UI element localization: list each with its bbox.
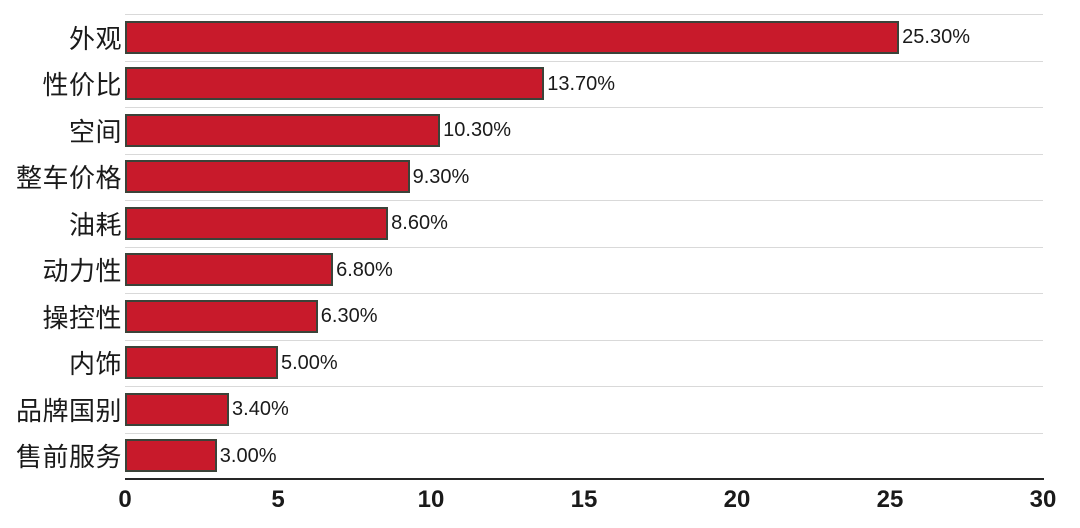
bar: [125, 160, 410, 194]
gridline: [125, 200, 1043, 201]
data-label: 3.40%: [232, 398, 289, 421]
data-label: 3.00%: [219, 444, 277, 467]
data-label: 10.30%: [443, 119, 512, 142]
bar-row: 8.60%: [125, 200, 1043, 247]
bar-row: 25.30%: [125, 14, 1043, 61]
gridline: [125, 386, 1043, 387]
category-label: 油耗: [68, 209, 122, 240]
category-label: 内饰: [68, 349, 122, 380]
data-label: 6.30%: [320, 305, 378, 328]
bar: [125, 299, 318, 333]
bar: [125, 253, 334, 287]
category-label: 售前服务: [15, 442, 122, 473]
category-label: 整车价格: [15, 163, 122, 194]
category-label: 性价比: [42, 70, 122, 101]
gridline: [125, 246, 1043, 248]
gridline: [125, 339, 1043, 341]
bar-row: 3.00%: [125, 433, 1043, 480]
data-label: 13.70%: [547, 72, 616, 95]
category-label: 外观: [68, 23, 122, 54]
bar: [125, 20, 900, 54]
bar-row: 6.30%: [125, 293, 1043, 340]
bar-row: 6.80%: [125, 247, 1043, 294]
gridline: [125, 60, 1043, 62]
x-tick-label: 15: [570, 486, 598, 513]
x-tick-label: 25: [876, 486, 904, 513]
data-label: 5.00%: [281, 351, 338, 374]
bar-row: 13.70%: [125, 61, 1043, 108]
category-label: 空间: [68, 116, 122, 147]
gridline: [125, 107, 1043, 108]
category-label: 动力性: [42, 256, 122, 287]
bar-row: 5.00%: [125, 340, 1043, 387]
x-tick-label: 0: [118, 486, 132, 513]
bar-row: 10.30%: [125, 107, 1043, 154]
data-label: 25.30%: [902, 26, 971, 49]
x-axis-tick-labels: 0 5 10 15 20 25 30: [118, 486, 1056, 516]
x-tick-label: 30: [1029, 486, 1057, 513]
bar: [125, 346, 278, 380]
plot-area: 25.30% 13.70% 10.30% 9.30% 8.60% 6.80% 6.30% 5.…: [125, 14, 1043, 479]
gridline: [125, 14, 1043, 15]
gridline: [125, 432, 1043, 434]
bar: [125, 206, 389, 240]
x-axis-line: [125, 478, 1044, 480]
x-tick-label: 5: [271, 486, 285, 513]
data-label: 9.30%: [412, 165, 470, 188]
data-label: 8.60%: [391, 212, 448, 235]
bar: [125, 113, 441, 147]
bar: [125, 67, 545, 101]
x-tick-label: 10: [417, 486, 445, 513]
bar-row: 3.40%: [125, 386, 1043, 433]
gridline: [125, 153, 1043, 155]
gridline: [125, 293, 1043, 294]
category-label: 操控性: [42, 302, 122, 333]
bar-row: 9.30%: [125, 154, 1043, 201]
data-label: 6.80%: [336, 258, 393, 281]
category-label: 品牌国别: [15, 395, 122, 426]
bar: [125, 392, 230, 426]
x-tick-label: 20: [723, 486, 751, 513]
bar: [125, 439, 217, 473]
